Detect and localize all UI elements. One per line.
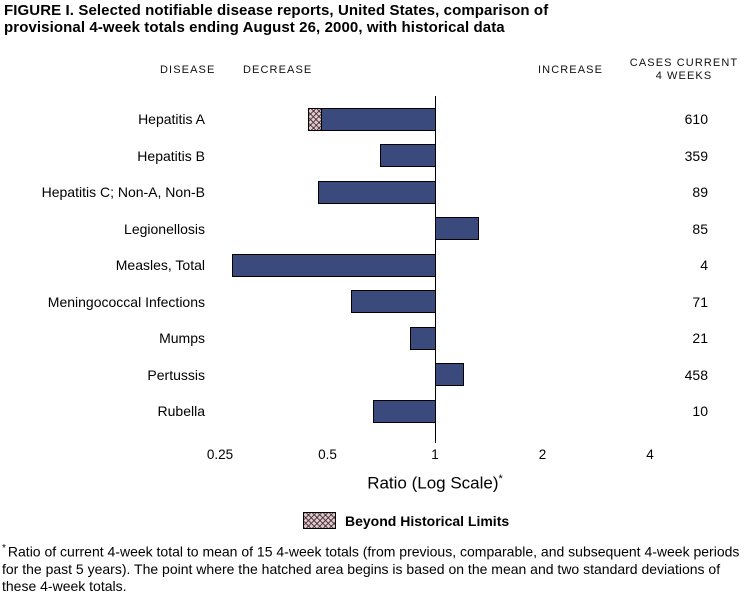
disease-label: Rubella: [157, 403, 205, 419]
disease-label: Mumps: [159, 330, 205, 346]
x-axis-tick-label: 0.5: [318, 447, 337, 462]
beyond-historical-limits-swatch: [303, 512, 336, 529]
disease-label: Hepatitis A: [138, 111, 205, 127]
x-axis-tick-label: 4: [646, 447, 654, 462]
ratio-bar: [379, 144, 436, 167]
footnote-text: Ratio of current 4-week total to mean of…: [2, 543, 740, 593]
beyond-limit-hatch: [308, 108, 323, 130]
cases-current-value: 71: [692, 293, 708, 310]
ratio-bar: [435, 217, 480, 240]
figure-title-line1: FIGURE I. Selected notifiable disease re…: [4, 2, 549, 19]
cases-current-value: 89: [692, 184, 708, 200]
decrease-column-header: DECREASE: [243, 64, 313, 76]
cases-header-line2: 4 WEEKS: [655, 70, 713, 82]
disease-label: Measles, Total: [115, 257, 205, 273]
disease-label: Hepatitis C; Non-A, Non-B: [41, 184, 205, 200]
x-axis-label-text: Ratio (Log Scale): [367, 473, 499, 493]
increase-column-header: INCREASE: [538, 64, 604, 76]
cases-current-value: 458: [684, 366, 708, 383]
cases-current-value: 610: [684, 111, 708, 127]
legend-label: Beyond Historical Limits: [345, 512, 510, 529]
ratio-bar: [435, 363, 465, 386]
ratio-bar: [317, 180, 436, 204]
ratio-bar: [307, 107, 436, 131]
x-axis-tick-label: 1: [431, 447, 439, 462]
cases-current-value: 10: [692, 403, 708, 419]
x-axis-label-footnote-marker: *: [498, 473, 503, 485]
cases-current-value: 359: [684, 147, 708, 164]
cases-current-value: 4: [700, 257, 708, 273]
ratio-bar: [350, 290, 436, 313]
legend: Beyond Historical Limits: [303, 512, 509, 529]
x-axis-label: Ratio (Log Scale)*: [285, 473, 585, 494]
ratio-bar: [231, 253, 436, 277]
ratio-bar: [409, 326, 436, 350]
disease-label: Pertussis: [147, 366, 205, 383]
ratio-bar: [372, 399, 436, 423]
x-axis-tick-label: 0.25: [206, 447, 234, 462]
cases-current-value: 21: [692, 330, 708, 346]
figure-title-line2: provisional 4-week totals ending August …: [4, 18, 505, 36]
disease-label: Hepatitis B: [137, 147, 205, 164]
cases-current-column-header: CASES CURRENT 4 WEEKS: [624, 57, 744, 83]
figure-title: FIGURE I. Selected notifiable disease re…: [4, 2, 734, 36]
cases-header-line1: CASES CURRENT: [629, 57, 739, 69]
x-axis-tick-label: 2: [538, 447, 547, 462]
disease-column-header: DISEASE: [160, 64, 216, 76]
disease-label: Meningococcal Infections: [47, 293, 205, 310]
disease-label: Legionellosis: [124, 220, 205, 237]
footnote-marker: *: [2, 543, 6, 554]
cases-current-value: 85: [692, 220, 708, 237]
footnote: * Ratio of current 4-week total to mean o…: [2, 540, 746, 593]
